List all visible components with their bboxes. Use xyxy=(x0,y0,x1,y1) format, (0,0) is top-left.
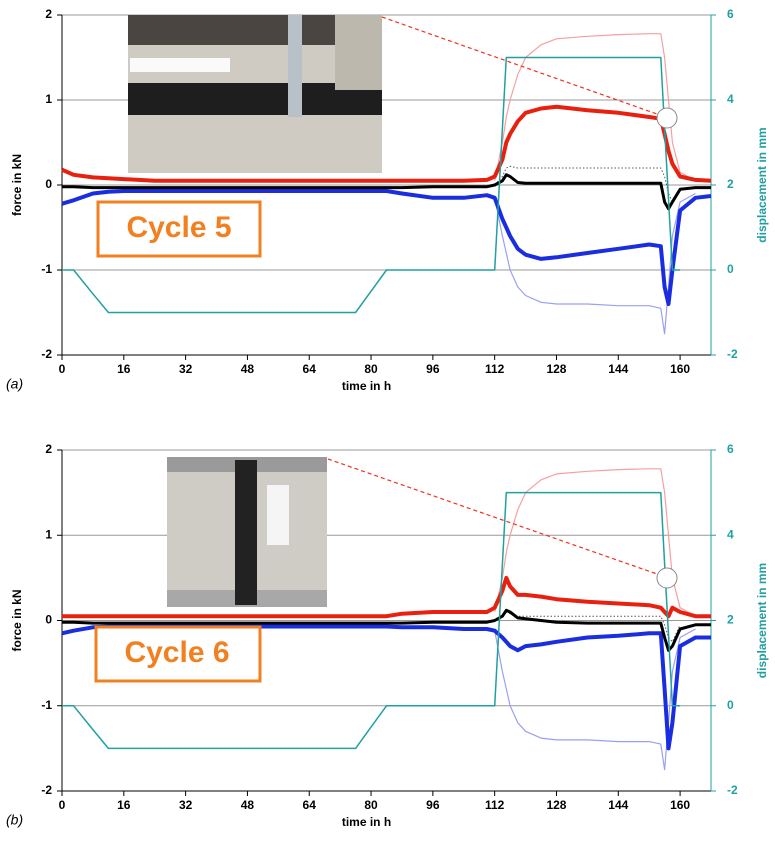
y-tick-label: 2 xyxy=(45,442,52,456)
data-line xyxy=(62,56,681,314)
x-tick-label: 64 xyxy=(303,798,317,812)
data-line xyxy=(494,468,696,617)
annotation-box xyxy=(96,200,262,258)
y2-tick-label: 6 xyxy=(727,7,734,21)
photo-inset xyxy=(167,457,327,607)
y-axis-label: force in kN xyxy=(10,154,24,216)
annotation: Cycle 5 xyxy=(126,211,231,244)
y2-tick-label: 4 xyxy=(727,92,734,106)
x-tick-label: 0 xyxy=(59,362,66,376)
x-tick-label: 32 xyxy=(179,798,193,812)
data-line xyxy=(62,173,711,211)
annotation-box xyxy=(94,625,262,683)
y2-axis-label: displacement in mm xyxy=(755,563,769,678)
panel-label: (a) xyxy=(6,376,23,392)
data-line xyxy=(494,611,681,643)
x-tick-label: 48 xyxy=(241,362,255,376)
data-line xyxy=(62,491,681,750)
photo-inset xyxy=(128,15,382,173)
y-axis-label: force in kN xyxy=(10,589,24,651)
y2-axis-label: displacement in mm xyxy=(755,127,769,242)
data-line xyxy=(494,628,696,771)
y2-tick-label: 6 xyxy=(727,442,734,456)
y-tick-label: -2 xyxy=(41,347,52,361)
y2-tick-label: 4 xyxy=(727,527,734,541)
x-tick-label: 144 xyxy=(608,798,628,812)
x-tick-label: 96 xyxy=(426,798,440,812)
data-line xyxy=(494,192,696,335)
y2-tick-label: 2 xyxy=(727,613,734,627)
x-tick-label: 64 xyxy=(303,362,317,376)
x-tick-label: 112 xyxy=(485,362,505,376)
x-tick-label: 16 xyxy=(117,362,131,376)
marker-circle xyxy=(656,107,678,129)
y2-tick-label: 0 xyxy=(727,698,734,712)
y-tick-label: 2 xyxy=(45,7,52,21)
y-tick-label: -1 xyxy=(41,698,52,712)
data-line xyxy=(62,608,711,652)
chart-panel: -2 -1 0 1 2 -2 0 2 4 6 0 16 32 48 64 80 96 112 128 144 160 ti… xyxy=(6,442,769,829)
x-tick-label: 0 xyxy=(59,798,66,812)
marker-circle xyxy=(656,567,678,589)
x-tick-label: 128 xyxy=(546,798,566,812)
x-tick-label: 80 xyxy=(364,362,378,376)
y-tick-label: 0 xyxy=(45,613,52,627)
x-tick-label: 32 xyxy=(179,362,193,376)
arrow xyxy=(327,458,658,575)
data-line xyxy=(494,33,696,182)
x-tick-label: 112 xyxy=(485,798,505,812)
data-line xyxy=(62,575,711,619)
y2-tick-label: 0 xyxy=(727,262,734,276)
data-line xyxy=(494,165,681,203)
annotation: Cycle 6 xyxy=(124,636,229,669)
y-tick-label: -1 xyxy=(41,262,52,276)
x-tick-label: 160 xyxy=(670,362,690,376)
data-line xyxy=(61,189,712,306)
y2-tick-label: 2 xyxy=(727,177,734,191)
y2-tick-label: -2 xyxy=(727,347,738,361)
chart-panel: -2 -1 0 1 2 -2 0 2 4 6 0 16 32 48 64 80 96 112 128 144 160 ti… xyxy=(6,7,769,393)
y-tick-label: 1 xyxy=(45,92,52,106)
y-tick-label: 0 xyxy=(45,177,52,191)
y-tick-label: -2 xyxy=(41,783,52,797)
x-tick-label: 48 xyxy=(241,798,255,812)
x-tick-label: 16 xyxy=(117,798,131,812)
x-tick-label: 160 xyxy=(670,798,690,812)
x-axis-label: time in h xyxy=(342,815,391,829)
y-tick-label: 1 xyxy=(45,527,52,541)
panel-label: (b) xyxy=(6,812,23,828)
x-tick-label: 144 xyxy=(608,362,628,376)
y2-tick-label: -2 xyxy=(727,783,738,797)
x-tick-label: 96 xyxy=(426,362,440,376)
x-tick-label: 80 xyxy=(364,798,378,812)
x-axis-label: time in h xyxy=(342,379,391,393)
x-tick-label: 128 xyxy=(546,362,566,376)
arrow xyxy=(381,16,658,115)
